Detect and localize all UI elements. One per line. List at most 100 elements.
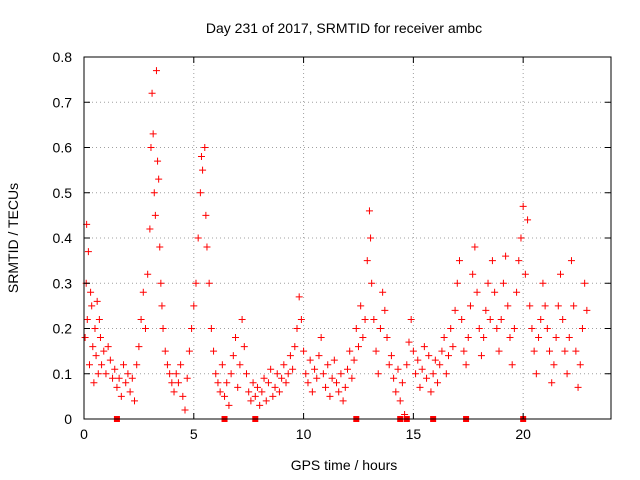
data-point <box>258 388 266 396</box>
data-point <box>251 392 259 400</box>
data-point <box>192 279 200 287</box>
data-point <box>141 325 149 332</box>
data-point <box>199 166 207 174</box>
data-point <box>499 279 507 287</box>
data-point <box>181 406 189 414</box>
y-tick-label: 0.4 <box>53 230 73 246</box>
data-point <box>440 334 448 342</box>
data-point <box>133 361 141 369</box>
data-point <box>84 248 92 256</box>
data-point <box>89 343 97 351</box>
data-point <box>339 397 347 405</box>
data-point <box>423 374 431 382</box>
data-point <box>484 279 492 287</box>
data-point <box>578 325 586 332</box>
data-point <box>269 392 277 400</box>
data-point <box>87 288 95 296</box>
data-point <box>346 347 354 355</box>
data-point <box>260 374 268 382</box>
data-point <box>554 302 562 310</box>
data-point <box>152 67 160 75</box>
data-point <box>486 315 494 323</box>
data-point <box>124 370 132 378</box>
data-point <box>278 374 286 382</box>
data-point <box>350 356 358 364</box>
data-point <box>104 343 112 351</box>
data-point <box>139 288 147 296</box>
data-point <box>170 388 178 396</box>
data-point <box>436 361 444 369</box>
data-point <box>197 153 205 161</box>
data-point <box>519 202 527 210</box>
data-point <box>581 279 589 287</box>
data-points <box>81 67 591 422</box>
data-point <box>427 388 435 396</box>
data-point <box>374 370 382 378</box>
data-point <box>249 379 257 387</box>
data-point <box>98 361 106 369</box>
data-point <box>151 211 159 219</box>
data-point <box>149 130 157 138</box>
data-point <box>137 315 145 323</box>
data-point <box>271 383 279 391</box>
data-point <box>144 270 152 278</box>
data-point <box>83 315 91 323</box>
data-point <box>174 379 182 387</box>
data-point <box>431 356 439 364</box>
data-point <box>232 334 240 342</box>
data-point <box>493 325 501 332</box>
data-point <box>81 334 89 342</box>
data-point <box>158 302 166 310</box>
data-point <box>570 302 578 310</box>
data-point <box>561 347 569 355</box>
data-point <box>385 361 393 369</box>
data-point <box>376 325 384 332</box>
data-point <box>466 302 474 310</box>
data-point <box>117 392 125 400</box>
data-point <box>359 334 367 342</box>
data-point <box>383 334 391 342</box>
data-point <box>330 356 338 364</box>
x-tick-label: 15 <box>406 426 422 442</box>
data-point <box>477 352 485 360</box>
data-point <box>218 361 226 369</box>
data-point <box>194 234 202 242</box>
axis-ticks <box>83 56 611 420</box>
data-point <box>541 302 549 310</box>
data-point <box>297 315 305 323</box>
data-point <box>403 361 411 369</box>
data-point <box>308 388 316 396</box>
data-point <box>286 352 294 360</box>
data-point <box>502 252 510 260</box>
data-point <box>205 279 213 287</box>
data-point <box>315 352 323 360</box>
data-point <box>348 374 356 382</box>
data-point <box>491 288 499 296</box>
data-point <box>515 257 523 265</box>
data-point <box>517 234 525 242</box>
data-point <box>495 347 503 355</box>
data-point <box>344 365 351 373</box>
data-point <box>264 379 272 387</box>
data-point <box>90 379 98 387</box>
y-tick-label: 0.2 <box>53 321 73 337</box>
data-point <box>280 361 288 369</box>
axis-tick-labels: 0 5 10 15 20 0 0.1 0.2 0.3 0.4 0.5 0.6 0.7 0.8 <box>53 49 532 442</box>
data-point <box>214 379 222 387</box>
data-point <box>420 343 428 351</box>
data-point <box>458 315 466 323</box>
data-point <box>102 370 110 378</box>
data-point <box>304 379 312 387</box>
data-point <box>506 334 514 342</box>
data-point <box>352 325 360 332</box>
data-point <box>416 383 424 391</box>
data-point <box>85 361 93 369</box>
data-point <box>122 379 130 387</box>
data-point <box>256 401 264 409</box>
data-point <box>201 144 209 151</box>
data-point <box>412 370 420 378</box>
data-point <box>313 374 321 382</box>
y-tick-label: 0.3 <box>53 275 73 291</box>
data-point <box>146 225 154 233</box>
